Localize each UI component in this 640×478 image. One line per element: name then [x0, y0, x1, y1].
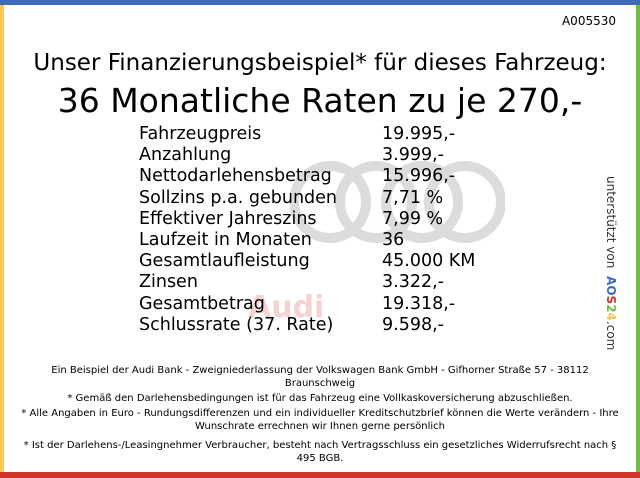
row-value: 15.996,-	[382, 166, 456, 187]
footer-bank: Ein Beispiel der Audi Bank - Zweignieder…	[51, 365, 589, 389]
row-label: Zinsen	[139, 272, 198, 293]
row-value: 7,71 %	[382, 187, 444, 208]
row-value: 36	[382, 230, 405, 251]
row-label: Sollzins p.a. gebunden	[139, 187, 338, 208]
table-row: Schlussrate (37. Rate) 9.598,-	[139, 315, 475, 336]
row-label: Fahrzeugpreis	[139, 124, 262, 145]
row-label: Anzahlung	[139, 145, 232, 166]
finance-table: Fahrzeugpreis 19.995,- Anzahlung 3.999,- Net…	[139, 124, 475, 336]
border-top	[0, 0, 640, 5]
row-value: 7,99 %	[382, 208, 444, 229]
table-row: Laufzeit in Monaten 36	[139, 230, 475, 251]
border-left	[0, 5, 4, 472]
supported-by: unterstützt von AOS24.com	[604, 176, 618, 351]
subheadline: 36 Monatliche Raten zu je 270,-	[57, 81, 583, 120]
border-right	[636, 5, 640, 472]
table-row: Sollzins p.a. gebunden 7,71 %	[139, 188, 475, 209]
row-label: Nettodarlehensbetrag	[139, 166, 332, 187]
headline: Unser Finanzierungsbeispiel* für dieses …	[33, 50, 607, 76]
row-value: 3.322,-	[382, 272, 444, 293]
table-row: Nettodarlehensbetrag 15.996,-	[139, 166, 475, 187]
row-label: Effektiver Jahreszins	[139, 208, 317, 229]
row-value: 3.999,-	[382, 145, 444, 166]
table-row: Effektiver Jahreszins 7,99 %	[139, 209, 475, 230]
table-row: Gesamtbetrag 19.318,-	[139, 294, 475, 315]
row-value: 45.000 KM	[382, 251, 476, 272]
audi-rings-watermark	[290, 161, 505, 243]
row-value: 19.318,-	[382, 293, 456, 314]
footer-insurance: * Gemäß den Darlehensbedingungen ist für…	[67, 393, 573, 404]
ad-code: A005530	[561, 14, 616, 28]
audi-watermark-text: Audi	[248, 290, 325, 325]
border-bottom	[0, 472, 640, 478]
row-label: Gesamtbetrag	[139, 293, 265, 314]
aos24-logo: AOS24	[604, 276, 618, 321]
table-row: Gesamtlaufleistung 45.000 KM	[139, 251, 475, 272]
table-row: Anzahlung 3.999,-	[139, 145, 475, 166]
row-label: Schlussrate (37. Rate)	[139, 314, 334, 335]
footer-rounding: * Alle Angaben in Euro - Rundungsdiffere…	[21, 408, 619, 432]
row-label: Laufzeit in Monaten	[139, 230, 312, 251]
row-value: 9.598,-	[382, 314, 444, 335]
footer-withdrawal: * Ist der Darlehens-/Leasingnehmer Verbr…	[23, 440, 617, 464]
row-value: 19.995,-	[382, 124, 456, 145]
table-row: Fahrzeugpreis 19.995,-	[139, 124, 475, 145]
footer-notes: Ein Beispiel der Audi Bank - Zweignieder…	[20, 364, 620, 467]
row-label: Gesamtlaufleistung	[139, 251, 310, 272]
table-row: Zinsen 3.322,-	[139, 272, 475, 293]
